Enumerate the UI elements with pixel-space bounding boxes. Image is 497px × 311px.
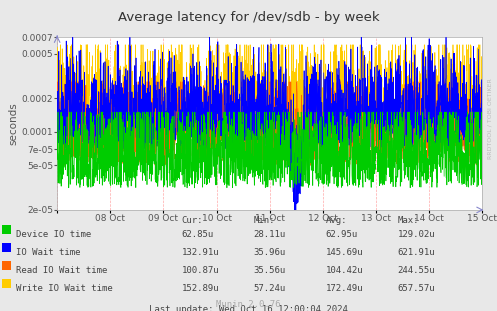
Text: 657.57u: 657.57u [398, 284, 435, 293]
Text: 100.87u: 100.87u [181, 266, 219, 275]
Text: 28.11u: 28.11u [253, 230, 286, 239]
Text: Average latency for /dev/sdb - by week: Average latency for /dev/sdb - by week [118, 11, 379, 24]
Text: 145.69u: 145.69u [326, 248, 363, 257]
Text: 62.95u: 62.95u [326, 230, 358, 239]
Text: Last update: Wed Oct 16 12:00:04 2024: Last update: Wed Oct 16 12:00:04 2024 [149, 305, 348, 311]
Text: 244.55u: 244.55u [398, 266, 435, 275]
Text: Write IO Wait time: Write IO Wait time [16, 284, 113, 293]
Text: RRDTOOL / TOBI OETIKER: RRDTOOL / TOBI OETIKER [487, 78, 492, 159]
Text: 62.85u: 62.85u [181, 230, 214, 239]
Text: 57.24u: 57.24u [253, 284, 286, 293]
Text: Read IO Wait time: Read IO Wait time [16, 266, 108, 275]
Text: 35.56u: 35.56u [253, 266, 286, 275]
Text: Min:: Min: [253, 216, 275, 225]
Text: IO Wait time: IO Wait time [16, 248, 81, 257]
Text: Avg:: Avg: [326, 216, 347, 225]
Text: Device IO time: Device IO time [16, 230, 91, 239]
Text: 129.02u: 129.02u [398, 230, 435, 239]
Text: 172.49u: 172.49u [326, 284, 363, 293]
Text: 132.91u: 132.91u [181, 248, 219, 257]
Text: Munin 2.0.76: Munin 2.0.76 [216, 300, 281, 309]
Text: 621.91u: 621.91u [398, 248, 435, 257]
Text: Cur:: Cur: [181, 216, 203, 225]
Text: 35.96u: 35.96u [253, 248, 286, 257]
Text: 152.89u: 152.89u [181, 284, 219, 293]
Text: 104.42u: 104.42u [326, 266, 363, 275]
Text: Max:: Max: [398, 216, 419, 225]
Y-axis label: seconds: seconds [8, 102, 18, 145]
